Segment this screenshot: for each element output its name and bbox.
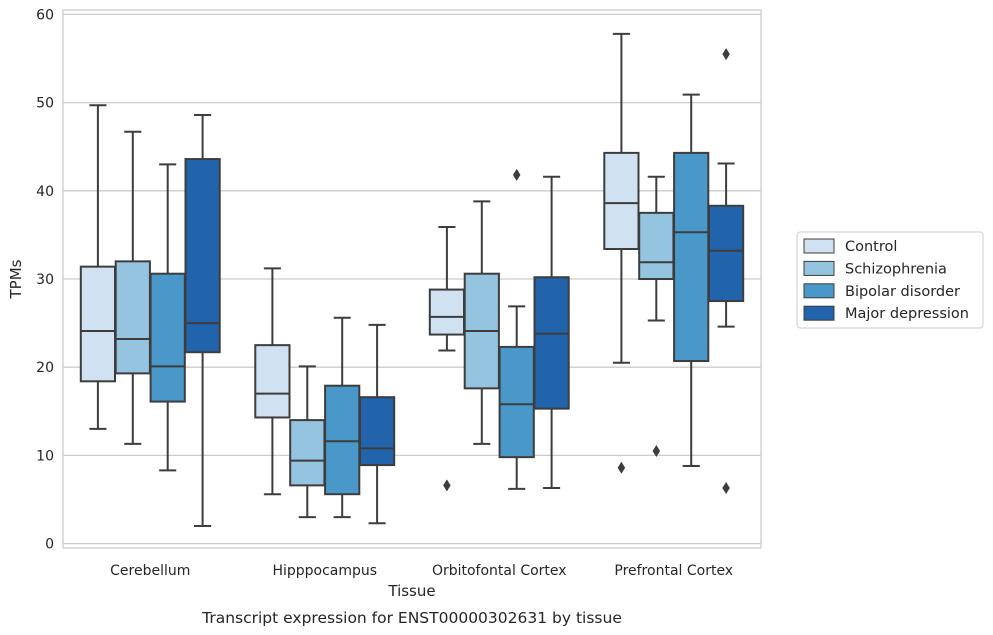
legend-item: Major depression: [803, 305, 969, 322]
iqr-box: [498, 345, 535, 459]
iqr-box: [324, 384, 361, 496]
y-tick-label: 40: [36, 184, 54, 200]
iqr-box: [149, 272, 186, 403]
y-tick-label: 60: [36, 7, 54, 23]
chart-caption: Transcript expression for ENST0000030263…: [201, 609, 622, 627]
iqr-box: [358, 396, 396, 467]
iqr-box: [673, 151, 710, 363]
x-tick-label: Hipppocampus: [272, 563, 377, 579]
x-tick-labels: Cerebellum Hipppocampus Orbitofontal Corte…: [110, 563, 733, 579]
legend-label: Schizophrenia: [845, 261, 947, 277]
outlier-marker: [617, 461, 626, 474]
box-schizophrenia: [289, 365, 326, 519]
y-tick-label: 30: [36, 272, 54, 288]
x-tick-label: Cerebellum: [110, 563, 190, 579]
y-axis-label: TPMs: [7, 259, 25, 299]
x-axis-label: Tissue: [387, 582, 435, 600]
legend: Control Schizophrenia Bipolar disorder Majo…: [796, 231, 984, 329]
y-tick-label: 20: [36, 360, 54, 376]
outlier-marker: [722, 48, 730, 61]
box-major-depression: [707, 48, 745, 495]
iqr-box: [79, 265, 117, 383]
legend-label: Control: [845, 239, 897, 255]
outlier-marker: [512, 168, 521, 181]
legend-swatch: [803, 238, 835, 254]
box-schizophrenia: [638, 175, 675, 457]
iqr-box: [114, 260, 151, 375]
iqr-box: [254, 344, 291, 419]
x-tick-label: Prefrontal Cortex: [614, 563, 733, 579]
legend-item: Schizophrenia: [803, 260, 947, 277]
box-major-depression: [184, 113, 221, 527]
y-tick-label: 10: [36, 448, 54, 464]
box-schizophrenia: [463, 200, 500, 445]
legend-swatch: [803, 305, 835, 321]
outlier-marker: [443, 479, 451, 492]
box-control: [254, 267, 291, 496]
plot-frame: [62, 9, 762, 549]
x-tick-label: Orbitofontal Cortex: [432, 563, 567, 579]
legend-label: Major depression: [845, 306, 969, 322]
iqr-box: [603, 151, 640, 251]
iqr-box: [428, 288, 466, 336]
box-groups: [79, 32, 745, 527]
iqr-box: [707, 204, 745, 303]
box-major-depression: [358, 323, 396, 525]
y-tick-label: 50: [36, 96, 54, 112]
iqr-box: [184, 158, 221, 354]
y-tick-labels: 0 10 20 30 40 50 60: [36, 7, 54, 552]
outlier-marker: [722, 482, 730, 495]
y-tick-label: 0: [45, 537, 54, 553]
box-control: [428, 225, 466, 492]
iqr-box: [289, 419, 326, 487]
legend-label: Bipolar disorder: [845, 284, 960, 300]
box-major-depression: [533, 175, 570, 490]
legend-frame: [796, 231, 984, 329]
iqr-box: [533, 276, 570, 410]
legend-item: Control: [803, 238, 897, 255]
legend-swatch: [803, 260, 835, 276]
box-bipolar-disorder: [149, 163, 186, 472]
box-bipolar-disorder: [673, 93, 710, 467]
legend-swatch: [803, 283, 835, 299]
iqr-box: [638, 211, 675, 280]
box-bipolar-disorder: [498, 168, 535, 490]
box-control: [603, 32, 640, 474]
legend-item: Bipolar disorder: [803, 283, 960, 300]
outlier-marker: [652, 444, 661, 457]
